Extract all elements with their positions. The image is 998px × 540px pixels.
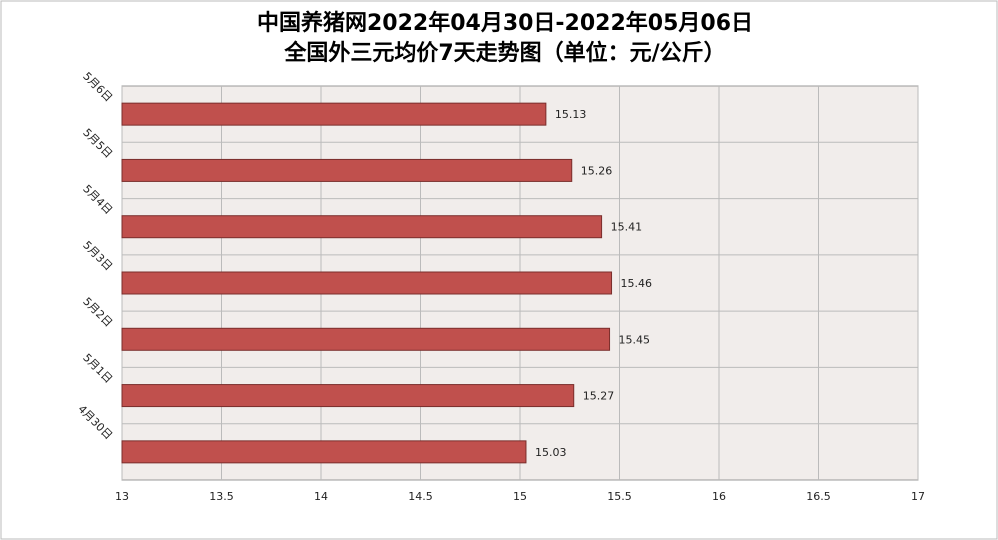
bar (121, 440, 527, 464)
x-tick-label: 15 (513, 490, 527, 503)
x-tick-label: 13.5 (209, 490, 234, 503)
bar (121, 384, 575, 408)
value-label: 15.45 (619, 333, 651, 346)
bar (121, 158, 573, 182)
chart-subtitle: 全国外三元均价7天走势图（单位：元/公斤） (283, 40, 725, 66)
x-tick-label: 13 (115, 490, 129, 503)
value-label: 15.41 (611, 221, 643, 234)
bar (121, 102, 547, 126)
x-tick-label: 17 (911, 490, 925, 503)
value-label: 15.46 (621, 277, 653, 290)
bar (121, 327, 611, 351)
bar (121, 271, 613, 295)
value-label: 15.27 (583, 390, 615, 403)
value-label: 15.03 (535, 446, 567, 459)
x-tick-label: 14 (314, 490, 328, 503)
x-tick-label: 14.5 (408, 490, 433, 503)
value-label: 15.13 (555, 108, 587, 121)
bar (121, 215, 603, 239)
x-tick-label: 15.5 (607, 490, 632, 503)
x-tick-label: 16.5 (806, 490, 831, 503)
chart-title: 中国养猪网2022年04月30日-2022年05月06日 (257, 10, 753, 36)
x-tick-label: 16 (712, 490, 726, 503)
value-label: 15.26 (581, 164, 613, 177)
